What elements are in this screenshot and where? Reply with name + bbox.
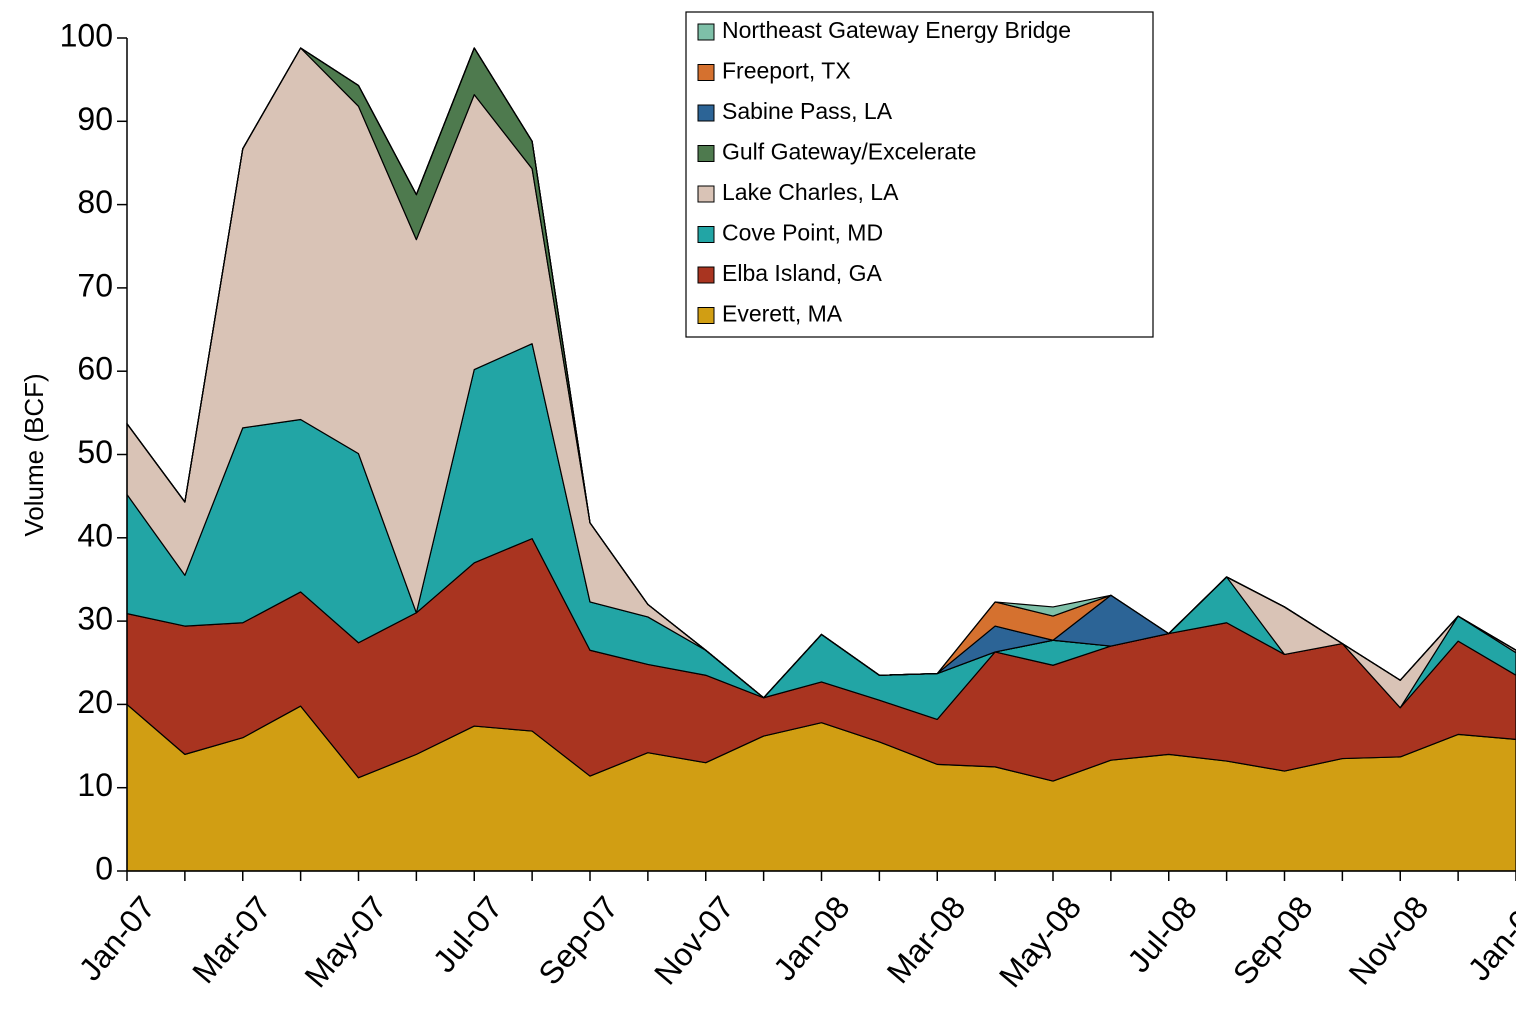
x-tick-label: Sep-07: [531, 889, 625, 991]
legend-swatch: [697, 23, 715, 41]
x-tick-label: Jul-08: [1120, 889, 1204, 979]
legend-swatch: [697, 185, 715, 203]
y-tick-label: 30: [77, 601, 113, 637]
y-tick-label: 50: [77, 434, 113, 470]
y-tick-label: 90: [77, 101, 113, 137]
y-tick-label: 70: [77, 267, 113, 303]
x-tick-label: Nov-08: [1342, 889, 1436, 991]
legend-swatch: [697, 104, 715, 122]
legend-label: Freeport, TX: [722, 58, 851, 84]
x-tick-label: Jan-07: [72, 889, 162, 987]
legend-label: Gulf Gateway/Excelerate: [722, 139, 976, 165]
legend-swatch: [697, 307, 715, 324]
y-tick-label: 40: [77, 517, 113, 553]
x-tick-label: Sep-08: [1226, 889, 1320, 991]
x-tick-label: Jul-07: [426, 889, 510, 979]
x-tick-label: Nov-07: [647, 889, 741, 991]
y-tick-label: 60: [77, 351, 113, 387]
x-tick-label: May-08: [992, 889, 1088, 994]
legend-label: Sabine Pass, LA: [722, 98, 893, 124]
legend-label: Lake Charles, LA: [722, 179, 899, 205]
y-tick-label: 10: [77, 767, 113, 803]
y-tick-label: 80: [77, 184, 113, 220]
legend-swatch: [697, 266, 715, 284]
y-tick-label: 100: [60, 17, 113, 53]
x-tick-label: Jan-08: [766, 889, 856, 987]
y-axis-label: Volume (BCF): [19, 373, 49, 536]
legend-label: Elba Island, GA: [722, 260, 882, 286]
x-tick-label: Mar-07: [185, 889, 278, 990]
y-tick-label: 20: [77, 684, 113, 720]
legend-swatch: [697, 145, 715, 162]
x-tick-label: May-07: [297, 889, 393, 994]
legend-label: Cove Point, MD: [722, 220, 883, 246]
area: [126, 47, 1516, 699]
legend-label: Northeast Gateway Energy Bridge: [722, 17, 1071, 43]
x-tick-label: Mar-08: [880, 889, 973, 990]
legend-label: Everett, MA: [722, 301, 843, 327]
x-tick-label: Jan-09: [1461, 889, 1516, 987]
legend-swatch: [697, 64, 715, 81]
legend-box: [685, 11, 1154, 338]
y-tick-label: 0: [95, 850, 113, 886]
legend-swatch: [697, 226, 715, 243]
